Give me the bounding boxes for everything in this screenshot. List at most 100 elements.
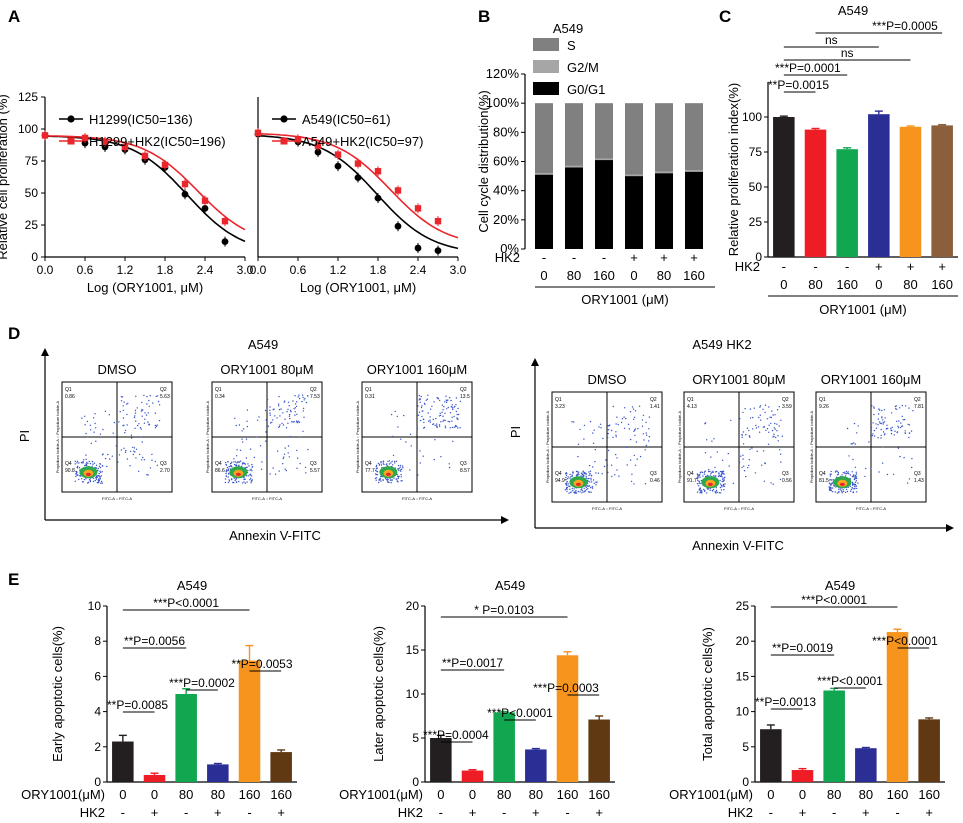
ory-conc-label: 160 bbox=[557, 787, 579, 802]
event-dot bbox=[123, 424, 125, 426]
event-dot bbox=[851, 487, 853, 489]
flow-axis-x: FITC-A :: FITC-A bbox=[592, 506, 622, 511]
event-dot bbox=[294, 395, 296, 397]
event-dot bbox=[447, 420, 449, 423]
event-dot bbox=[732, 482, 735, 484]
event-dot bbox=[857, 482, 859, 484]
event-dot bbox=[903, 418, 906, 421]
event-dot bbox=[698, 480, 700, 482]
event-dot bbox=[846, 490, 849, 493]
event-dot bbox=[709, 489, 711, 491]
event-dot bbox=[95, 467, 97, 469]
hk2-label: HK2 bbox=[735, 259, 760, 274]
event-dot bbox=[730, 419, 732, 422]
event-dot bbox=[135, 448, 138, 450]
event-dot bbox=[418, 395, 420, 397]
data-point bbox=[354, 160, 362, 167]
event-dot bbox=[251, 466, 254, 468]
plot-title: DMSO bbox=[588, 372, 627, 387]
stacked-bar-segment bbox=[565, 167, 583, 249]
event-dot bbox=[228, 468, 230, 470]
stacked-bar-segment bbox=[655, 103, 673, 172]
event-dot bbox=[626, 464, 628, 466]
event-dot bbox=[299, 462, 301, 465]
event-dot bbox=[235, 481, 238, 483]
data-point bbox=[394, 222, 402, 230]
event-dot bbox=[880, 434, 882, 437]
event-dot bbox=[897, 447, 900, 449]
event-dot bbox=[704, 475, 707, 478]
event-dot bbox=[832, 482, 834, 484]
event-dot bbox=[882, 419, 884, 421]
bar bbox=[493, 712, 515, 782]
event-dot bbox=[582, 471, 584, 473]
y-tick-label: 20 bbox=[736, 634, 750, 648]
event-dot bbox=[644, 449, 646, 451]
event-dot bbox=[706, 492, 708, 494]
fit-curve-1 bbox=[44, 135, 246, 231]
bar bbox=[773, 117, 795, 257]
event-dot bbox=[435, 423, 438, 425]
event-dot bbox=[452, 407, 454, 409]
event-dot bbox=[419, 401, 421, 403]
event-dot bbox=[82, 461, 84, 463]
event-dot bbox=[743, 470, 746, 472]
event-dot bbox=[246, 466, 248, 468]
y-tick-label: 0 bbox=[31, 250, 38, 264]
event-dot bbox=[438, 424, 441, 426]
event-dot bbox=[762, 426, 765, 428]
y-axis-label: Total apoptotic cells(%) bbox=[700, 627, 715, 761]
event-dot bbox=[97, 467, 99, 470]
event-dot bbox=[890, 432, 893, 435]
event-dot bbox=[141, 459, 143, 461]
event-dot bbox=[890, 427, 892, 429]
event-dot bbox=[287, 452, 289, 454]
q4-label: Q4 bbox=[65, 461, 72, 467]
event-dot bbox=[720, 484, 723, 487]
event-dot bbox=[225, 464, 228, 466]
event-dot bbox=[631, 473, 633, 475]
data-point bbox=[201, 204, 209, 212]
event-dot bbox=[774, 414, 776, 416]
event-dot bbox=[154, 427, 157, 429]
event-dot bbox=[376, 474, 379, 476]
event-dot bbox=[896, 408, 898, 410]
event-dot bbox=[589, 470, 592, 472]
event-dot bbox=[716, 491, 719, 494]
event-dot bbox=[615, 436, 617, 438]
event-dot bbox=[248, 465, 250, 467]
event-dot bbox=[428, 420, 430, 422]
pi-label-right: PI bbox=[508, 426, 523, 438]
event-dot bbox=[99, 476, 102, 478]
event-dot bbox=[397, 464, 400, 467]
event-dot bbox=[418, 399, 420, 401]
event-dot bbox=[247, 469, 249, 472]
event-dot bbox=[81, 417, 83, 419]
event-dot bbox=[760, 419, 762, 421]
event-dot bbox=[246, 420, 248, 422]
event-dot bbox=[629, 438, 632, 441]
hk2-sign: + bbox=[469, 805, 477, 820]
event-dot bbox=[124, 429, 127, 432]
event-dot bbox=[610, 464, 613, 466]
event-dot bbox=[742, 458, 744, 460]
event-dot bbox=[882, 423, 884, 425]
panel-label-b: B bbox=[478, 7, 490, 26]
bar bbox=[525, 749, 547, 782]
event-dot bbox=[87, 462, 89, 465]
event-dot bbox=[566, 486, 569, 489]
event-dot bbox=[76, 462, 78, 464]
chart-title: A549 bbox=[495, 578, 525, 593]
event-dot bbox=[456, 413, 458, 416]
legend-label: G2/M bbox=[567, 60, 599, 75]
bar bbox=[886, 632, 909, 782]
event-dot bbox=[853, 476, 855, 478]
event-dot bbox=[598, 426, 600, 428]
event-dot bbox=[722, 470, 724, 472]
stacked-bar-segment bbox=[625, 103, 643, 175]
event-dot bbox=[854, 481, 857, 483]
event-dot bbox=[855, 471, 857, 473]
event-dot bbox=[856, 432, 858, 434]
event-dot bbox=[761, 464, 763, 466]
event-dot bbox=[98, 478, 100, 480]
